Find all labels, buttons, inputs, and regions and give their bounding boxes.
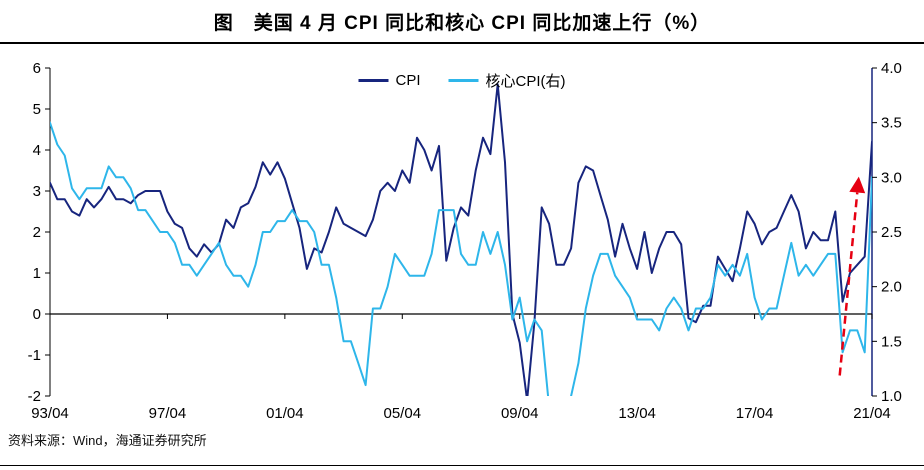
x-axis-label: 01/04 bbox=[266, 405, 304, 422]
y-axis-left-label: 4 bbox=[33, 142, 41, 159]
x-axis-label: 17/04 bbox=[736, 405, 774, 422]
y-axis-left-label: -1 bbox=[28, 347, 41, 364]
annotation-arrow-head bbox=[849, 176, 866, 194]
x-axis-label: 21/04 bbox=[853, 405, 891, 422]
y-axis-left-label: 0 bbox=[33, 306, 41, 323]
x-axis-label: 05/04 bbox=[384, 405, 422, 422]
x-axis-label: 09/04 bbox=[501, 405, 539, 422]
core-cpi-line bbox=[50, 121, 872, 396]
y-axis-right-label: 2.5 bbox=[881, 224, 902, 241]
chart-area: 6 5 4 3 2 1 0 -1 -2 4.0 3.5 3.0 2.5 2.0 1.5 1.0 93/04 97/… bbox=[0, 44, 924, 428]
source-note: 资料来源：Wind，海通证券研究所 bbox=[8, 433, 207, 448]
cpi-line-swatch bbox=[358, 79, 389, 82]
core-cpi-line-swatch bbox=[448, 79, 479, 82]
x-axis-label: 93/04 bbox=[31, 405, 69, 422]
y-axis-right-label: 3.5 bbox=[881, 115, 902, 132]
y-axis-left-label: 6 bbox=[33, 60, 41, 77]
y-axis-left-label: 3 bbox=[33, 183, 41, 200]
chart-legend: CPI 核心CPI(右) bbox=[358, 70, 566, 91]
x-axis-label: 13/04 bbox=[618, 405, 656, 422]
y-axis-right-label: 4.0 bbox=[881, 60, 902, 77]
y-axis-left-label: 2 bbox=[33, 224, 41, 241]
y-axis-left-label: -2 bbox=[28, 388, 41, 405]
legend-item-core-cpi: 核心CPI(右) bbox=[448, 70, 566, 91]
y-axis-right-label: 2.0 bbox=[881, 279, 902, 296]
x-axis-label: 97/04 bbox=[149, 405, 187, 422]
footer-divider bbox=[0, 465, 924, 466]
y-axis-right-label: 3.0 bbox=[881, 169, 902, 186]
title-divider bbox=[0, 42, 924, 44]
y-axis-left-label: 5 bbox=[33, 101, 41, 118]
chart-title: 图 美国 4 月 CPI 同比和核心 CPI 同比加速上行（%） bbox=[213, 13, 711, 34]
y-axis-right-label: 1.0 bbox=[881, 388, 902, 405]
cpi-line bbox=[50, 83, 872, 396]
y-axis-right-label: 1.5 bbox=[881, 333, 902, 350]
legend-label-cpi: CPI bbox=[395, 72, 421, 89]
legend-item-cpi: CPI bbox=[358, 72, 421, 89]
cpi-line-chart: 6 5 4 3 2 1 0 -1 -2 4.0 3.5 3.0 2.5 2.0 1.5 1.0 93/04 97/… bbox=[28, 60, 902, 422]
annotation-arrow-line bbox=[838, 192, 859, 376]
y-axis-left-label: 1 bbox=[33, 265, 41, 282]
legend-label-core-cpi: 核心CPI(右) bbox=[485, 73, 566, 90]
